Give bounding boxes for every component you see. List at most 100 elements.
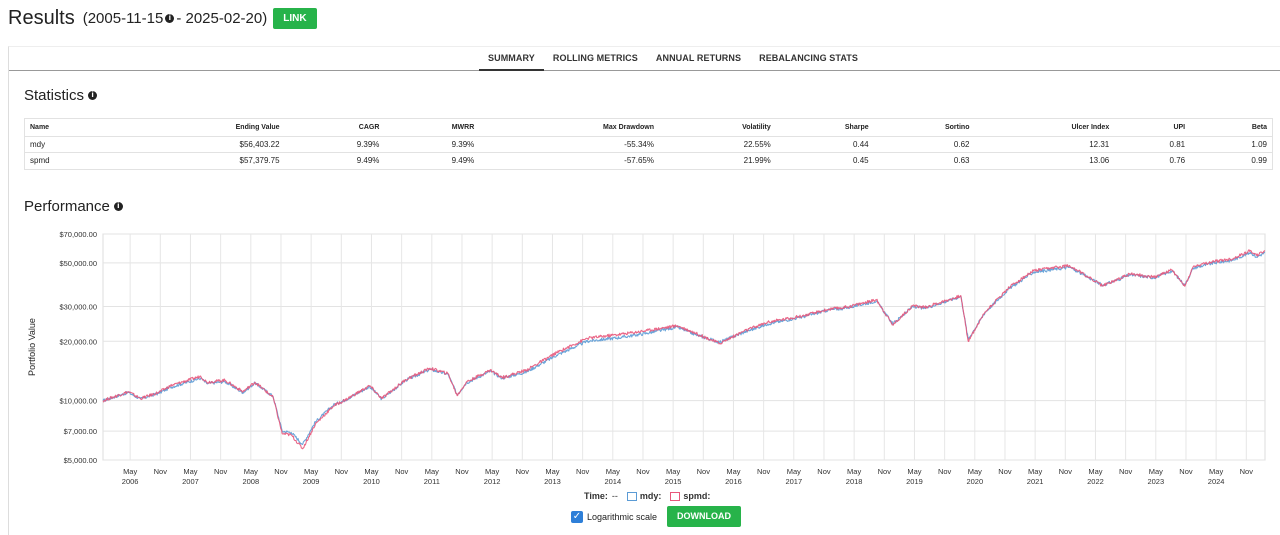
col-upi[interactable]: UPI [1173, 123, 1186, 131]
x-tick-year: 2013 [544, 477, 561, 486]
statistics-info-icon[interactable]: i [88, 91, 98, 100]
col-beta[interactable]: Beta [1251, 123, 1267, 131]
statistics-title: Statistics [24, 87, 85, 104]
x-tick-year: 2018 [846, 477, 863, 486]
x-tick-year: 2016 [725, 477, 742, 486]
cell: 12.31 [1089, 139, 1110, 149]
x-tick-month: May [123, 467, 137, 476]
x-tick-month: Nov [455, 467, 469, 476]
x-tick-month: May [666, 467, 680, 476]
x-tick-month: May [364, 467, 378, 476]
legend-time-value: -- [611, 491, 618, 501]
performance-chart[interactable]: $5,000.00 $7,000.00 $10,000.00 $20,000.00 $3… [9, 222, 1279, 492]
performance-chart-svg[interactable]: $5,000.00 $7,000.00 $10,000.00 $20,000.00 $3… [9, 222, 1279, 487]
tab-annual-returns[interactable]: ANNUAL RETURNS [655, 53, 742, 63]
col-mwrr[interactable]: MWRR [451, 123, 475, 131]
col-max-drawdown[interactable]: Max Drawdown [603, 123, 654, 131]
x-tick-year: 2017 [785, 477, 802, 486]
performance-info-icon[interactable]: i [113, 202, 123, 211]
x-tick-year: 2006 [122, 477, 139, 486]
cell: 9.39% [451, 139, 475, 149]
x-tick-month: May [304, 467, 318, 476]
col-ending-value[interactable]: Ending Value [235, 123, 280, 131]
col-sortino[interactable]: Sortino [944, 123, 970, 131]
x-tick-year: 2020 [966, 477, 983, 486]
x-tick-month: Nov [817, 467, 831, 476]
x-tick-month: Nov [1059, 467, 1073, 476]
x-tick-month: Nov [636, 467, 650, 476]
x-tick-month: May [425, 467, 439, 476]
cell: $56,403.22 [239, 139, 280, 149]
col-name[interactable]: Name [30, 123, 50, 131]
x-tick-month: May [847, 467, 861, 476]
y-tick-label: $10,000.00 [59, 397, 97, 406]
legend-item-spmd[interactable]: spmd: [670, 491, 710, 501]
cell: $57,379.75 [239, 156, 280, 166]
x-tick-year: 2012 [484, 477, 501, 486]
x-tick-year: 2021 [1027, 477, 1044, 486]
x-tick-month: May [1209, 467, 1223, 476]
x-tick-month: Nov [274, 467, 288, 476]
tabs-divider [9, 70, 1280, 71]
cell: 0.45 [853, 156, 869, 166]
table-header-row: Name Ending Value CAGR MWRR Max Drawdown… [25, 119, 1272, 136]
tab-rolling-metrics[interactable]: ROLLING METRICS [552, 53, 638, 63]
cell: 21.99% [743, 156, 771, 166]
x-tick-year: 2015 [665, 477, 682, 486]
y-tick-label: $50,000.00 [59, 259, 97, 268]
x-tick-month: May [726, 467, 740, 476]
cell: spmd [30, 156, 50, 166]
cell: 22.55% [743, 139, 771, 149]
y-axis-title: Portfolio Value [27, 318, 37, 376]
legend-item-mdy[interactable]: mdy: [626, 491, 662, 501]
cell: 0.44 [853, 139, 869, 149]
tab-summary[interactable]: SUMMARY [479, 47, 544, 71]
cell: -55.34% [624, 139, 654, 149]
x-tick-year: 2009 [303, 477, 320, 486]
x-tick-month: Nov [697, 467, 711, 476]
x-tick-month: May [1028, 467, 1042, 476]
statistics-table: Name Ending Value CAGR MWRR Max Drawdown… [24, 118, 1273, 170]
x-tick-month: Nov [1240, 467, 1254, 476]
x-tick-year: 2022 [1087, 477, 1104, 486]
x-tick-year: 2024 [1208, 477, 1225, 486]
legend-swatch-spmd [670, 491, 681, 501]
x-tick-month: May [787, 467, 801, 476]
date-range-end: - 2025-02-20) [176, 9, 268, 27]
table-row: mdy $56,403.22 9.39% 9.39% -55.34% 22.55… [25, 135, 1272, 153]
tab-rebalancing-stats[interactable]: REBALANCING STATS [759, 53, 858, 63]
download-button[interactable]: DOWNLOAD [667, 506, 742, 527]
col-cagr[interactable]: CAGR [358, 123, 380, 131]
cell: 0.76 [1169, 156, 1186, 166]
col-ulcer-index[interactable]: Ulcer Index [1071, 123, 1110, 131]
x-tick-month: Nov [1179, 467, 1193, 476]
x-tick-month: May [907, 467, 921, 476]
col-volatility[interactable]: Volatility [742, 123, 771, 131]
x-tick-year: 2014 [604, 477, 621, 486]
x-tick-year: 2008 [242, 477, 259, 486]
performance-title: Performance [24, 198, 110, 215]
y-tick-label: $30,000.00 [59, 303, 97, 312]
series-line-spmd [102, 249, 1266, 450]
x-tick-month: Nov [395, 467, 409, 476]
log-scale-label: Logarithmic scale [587, 511, 658, 522]
col-sharpe[interactable]: Sharpe [844, 123, 869, 131]
results-panel: SUMMARY ROLLING METRICS ANNUAL RETURNS R… [8, 46, 1280, 535]
tab-bar: SUMMARY ROLLING METRICS ANNUAL RETURNS R… [479, 47, 867, 71]
x-tick-month: Nov [214, 467, 228, 476]
date-range: (2005-11-15 i - 2025-02-20) [83, 10, 268, 27]
x-tick-month: Nov [516, 467, 530, 476]
x-tick-year: 2011 [424, 477, 440, 486]
x-tick-month: Nov [938, 467, 952, 476]
log-scale-checkbox[interactable]: ✓ [571, 510, 583, 523]
legend-label-mdy: mdy: [639, 491, 662, 501]
info-icon[interactable]: i [165, 13, 175, 23]
link-button[interactable]: LINK [273, 7, 317, 29]
cell: mdy [30, 139, 46, 149]
x-tick-month: Nov [576, 467, 590, 476]
legend-time: Time: -- [584, 491, 618, 501]
y-tick-label: $20,000.00 [59, 337, 97, 346]
cell: 0.63 [953, 156, 970, 166]
legend-swatch-mdy [626, 491, 637, 501]
x-tick-year: 2010 [363, 477, 380, 486]
